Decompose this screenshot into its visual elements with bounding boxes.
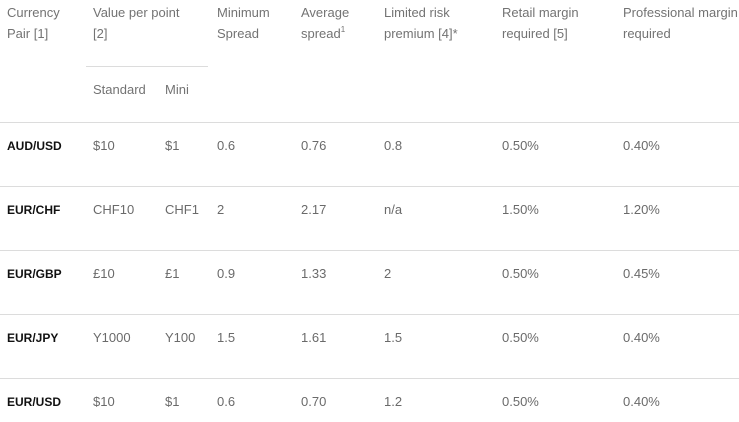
limited-risk-premium-cell: 1.5: [384, 330, 403, 345]
retail-margin-cell: 0.50%: [502, 394, 539, 409]
average-spread-cell: 2.17: [301, 202, 327, 217]
currency-pair-cell: EUR/CHF: [7, 203, 61, 217]
professional-margin-cell: 0.40%: [623, 330, 660, 345]
minimum-spread-cell: 0.9: [217, 266, 236, 281]
retail-margin-cell: 1.50%: [502, 202, 539, 217]
row-divider: [0, 378, 739, 379]
subheader-standard: Standard: [93, 82, 146, 97]
row-divider: [0, 314, 739, 315]
mini-cell: Y100: [165, 330, 196, 345]
professional-margin-cell: 1.20%: [623, 202, 660, 217]
average-spread-cell: 1.33: [301, 266, 327, 281]
currency-pair-cell: EUR/USD: [7, 395, 62, 409]
header-minimum-spread: Minimum Spread: [217, 5, 270, 41]
currency-pair-cell: EUR/JPY: [7, 331, 59, 345]
header-professional-margin: Professional margin required: [623, 5, 738, 41]
standard-cell: Y1000: [93, 330, 131, 345]
subheader-mini: Mini: [165, 82, 189, 97]
limited-risk-premium-cell: 0.8: [384, 138, 403, 153]
minimum-spread-cell: 1.5: [217, 330, 236, 345]
row-divider: [0, 186, 739, 187]
header-value-per-point: Value per point [2]: [93, 5, 180, 41]
header-divider: [0, 122, 739, 123]
limited-risk-premium-cell: 2: [384, 266, 392, 281]
currency-pair-cell: AUD/USD: [7, 139, 62, 153]
retail-margin-cell: 0.50%: [502, 266, 539, 281]
mini-cell: $1: [165, 138, 180, 153]
standard-cell: £10: [93, 266, 115, 281]
limited-risk-premium-cell: n/a: [384, 202, 403, 217]
header-retail-margin: Retail margin required [5]: [502, 5, 579, 41]
standard-cell: $10: [93, 394, 115, 409]
average-spread-cell: 0.70: [301, 394, 327, 409]
header-currency-pair: Currency Pair [1]: [7, 5, 60, 41]
minimum-spread-cell: 2: [217, 202, 225, 217]
header-average-spread: Average spread1: [301, 2, 367, 44]
header-average-spread-label: Average spread: [301, 5, 350, 41]
professional-margin-cell: 0.45%: [623, 266, 660, 281]
mini-cell: $1: [165, 394, 180, 409]
minimum-spread-cell: 0.6: [217, 394, 236, 409]
mini-cell: CHF1: [165, 202, 199, 217]
mini-cell: £1: [165, 266, 180, 281]
average-spread-cell: 1.61: [301, 330, 327, 345]
standard-cell: CHF10: [93, 202, 135, 217]
header-average-spread-footnote: 1: [340, 25, 346, 34]
minimum-spread-cell: 0.6: [217, 138, 236, 153]
average-spread-cell: 0.76: [301, 138, 327, 153]
retail-margin-cell: 0.50%: [502, 138, 539, 153]
professional-margin-cell: 0.40%: [623, 394, 660, 409]
value-per-point-divider: [86, 66, 208, 67]
retail-margin-cell: 0.50%: [502, 330, 539, 345]
header-limited-risk-premium: Limited risk premium [4]*: [384, 5, 458, 41]
currency-pair-cell: EUR/GBP: [7, 267, 62, 281]
professional-margin-cell: 0.40%: [623, 138, 660, 153]
limited-risk-premium-cell: 1.2: [384, 394, 403, 409]
standard-cell: $10: [93, 138, 115, 153]
row-divider: [0, 250, 739, 251]
